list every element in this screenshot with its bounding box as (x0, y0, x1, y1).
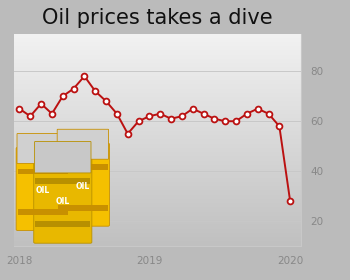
FancyBboxPatch shape (17, 134, 68, 164)
FancyBboxPatch shape (34, 156, 92, 243)
FancyBboxPatch shape (35, 141, 91, 173)
FancyBboxPatch shape (58, 164, 108, 170)
FancyBboxPatch shape (16, 148, 69, 230)
FancyBboxPatch shape (18, 209, 68, 215)
FancyBboxPatch shape (35, 178, 90, 185)
Text: OIL: OIL (76, 182, 90, 191)
FancyBboxPatch shape (58, 205, 108, 211)
Text: OIL: OIL (36, 186, 50, 195)
FancyBboxPatch shape (35, 221, 90, 227)
Text: OIL: OIL (56, 197, 70, 206)
Title: Oil prices takes a dive: Oil prices takes a dive (42, 8, 273, 28)
FancyBboxPatch shape (57, 129, 108, 159)
FancyBboxPatch shape (56, 143, 110, 226)
FancyBboxPatch shape (18, 169, 68, 174)
